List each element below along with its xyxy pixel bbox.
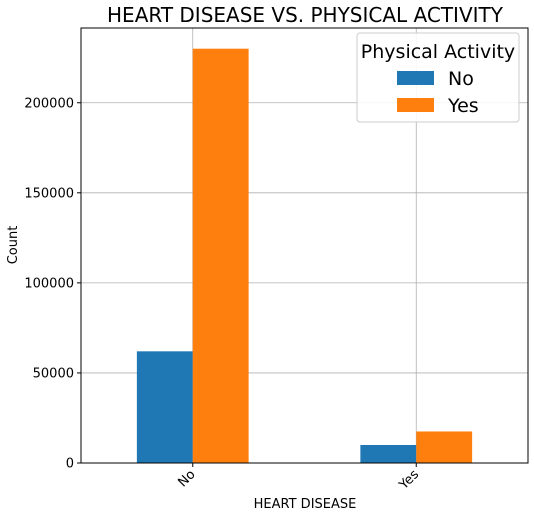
bar-no-yes [360, 444, 417, 463]
y-tick-label: 150000 [24, 186, 74, 201]
legend-label-yes: Yes [447, 95, 479, 117]
plot-frame [80, 27, 529, 464]
bar-yes-yes [416, 431, 473, 463]
x-tick-label: Yes [396, 467, 422, 493]
y-tick-label: 100000 [24, 276, 74, 291]
legend-swatch-no [397, 71, 434, 85]
legend-label-no: No [448, 68, 474, 90]
x-axis: No Yes [175, 463, 422, 493]
legend-title: Physical Activity [361, 41, 515, 63]
x-tick-label: No [175, 467, 198, 490]
bar-yes-no [192, 48, 249, 463]
bars [136, 48, 473, 463]
bar-no-no [136, 351, 193, 463]
legend-swatch-yes [397, 98, 434, 112]
y-axis-label: Count [6, 226, 21, 265]
y-tick-label: 200000 [24, 96, 74, 111]
chart-title: HEART DISEASE VS. PHYSICAL ACTIVITY [107, 3, 504, 27]
legend: Physical Activity No Yes [356, 32, 520, 123]
x-axis-label: HEART DISEASE [254, 497, 357, 512]
y-tick-label: 50000 [33, 366, 74, 381]
y-axis: 0 50000 100000 150000 200000 [24, 96, 81, 472]
y-tick-label: 0 [66, 457, 74, 472]
